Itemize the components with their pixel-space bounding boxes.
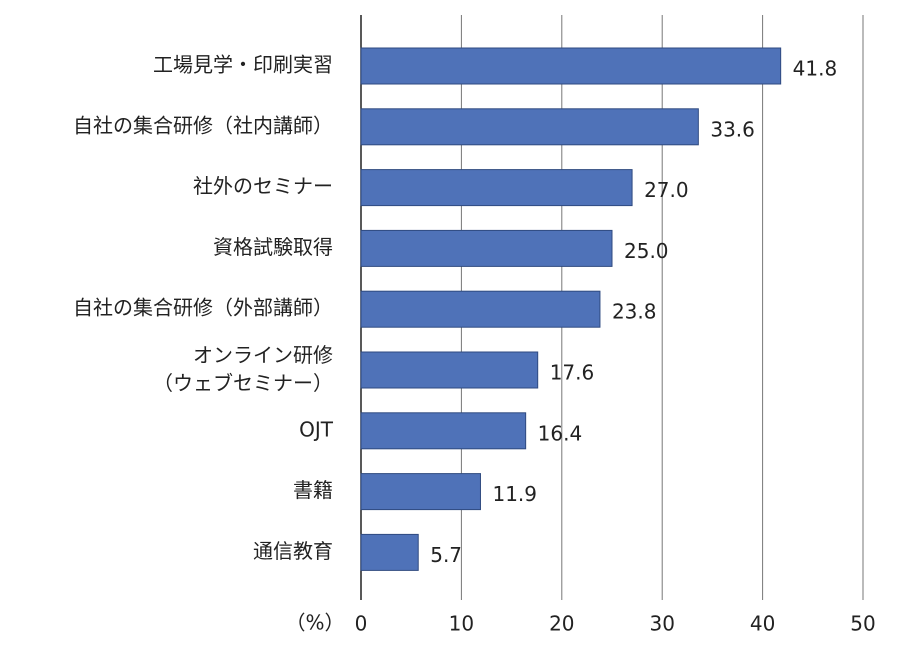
value-label: 5.7	[430, 543, 462, 567]
category-label: 書籍	[293, 478, 333, 502]
bar	[360, 290, 601, 328]
category-label: 自社の集合研修（社内講師）	[73, 113, 333, 137]
bar	[360, 47, 782, 85]
bar	[360, 533, 419, 571]
value-label: 23.8	[612, 300, 657, 324]
category-label: 通信教育	[253, 539, 333, 563]
bar	[360, 351, 539, 389]
x-tick-label: 0	[355, 612, 368, 636]
bar	[360, 169, 633, 207]
value-label: 33.6	[710, 117, 755, 141]
x-tick-label: 40	[750, 612, 775, 636]
category-label: 自社の集合研修（外部講師）	[73, 296, 333, 320]
category-label: 工場見学・印刷実習	[153, 53, 333, 77]
value-label: 17.6	[550, 361, 595, 385]
bar	[360, 473, 481, 511]
bar	[360, 229, 613, 267]
x-tick-label: 20	[549, 612, 574, 636]
value-label: 11.9	[492, 482, 537, 506]
bar	[360, 108, 699, 146]
category-label: OJT	[299, 417, 334, 441]
axis-label: （%）	[285, 611, 344, 635]
value-label: 25.0	[624, 239, 669, 263]
value-label: 16.4	[538, 421, 583, 445]
x-tick-label: 10	[449, 612, 474, 636]
category-label: 社外のセミナー	[193, 174, 333, 198]
category-label: 資格試験取得	[213, 235, 333, 259]
value-label: 27.0	[644, 178, 689, 202]
value-label: 41.8	[793, 57, 838, 81]
x-tick-label: 30	[649, 612, 674, 636]
category-label: オンライン研修（ウェブセミナー）	[153, 343, 333, 395]
x-tick-label: 50	[850, 612, 875, 636]
bar	[360, 412, 527, 450]
